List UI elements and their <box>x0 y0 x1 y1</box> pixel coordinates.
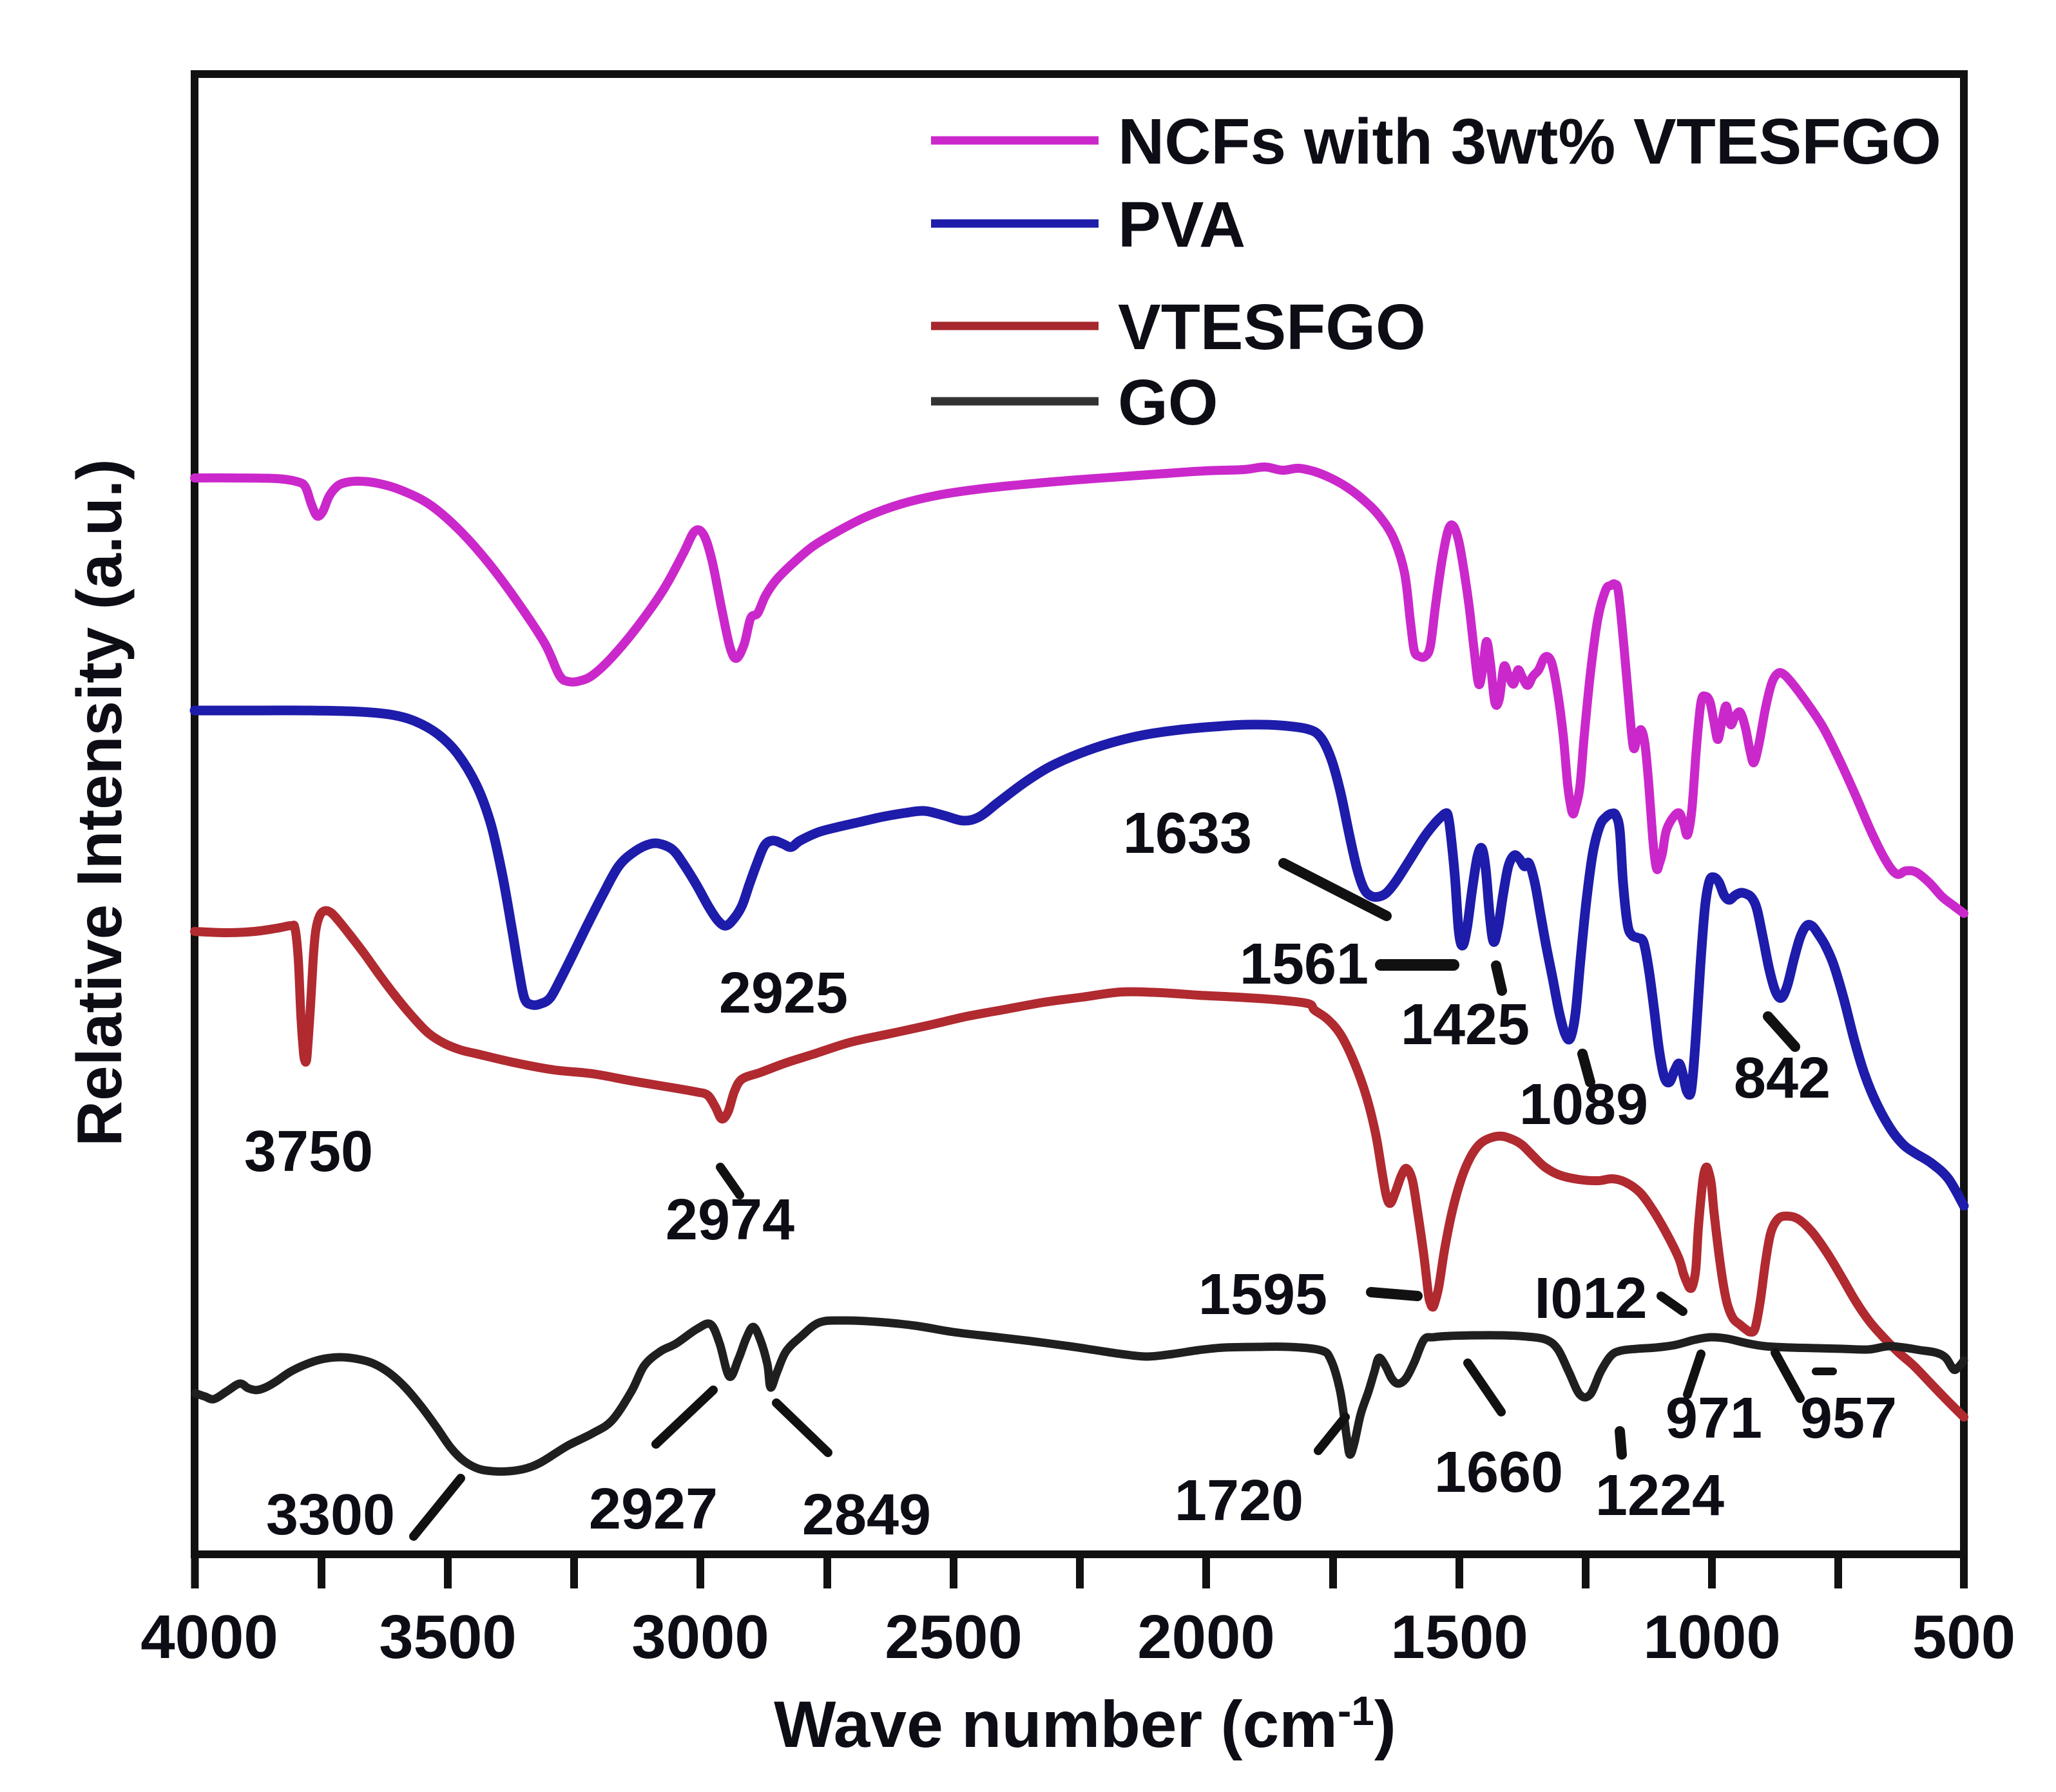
svg-text:1089: 1089 <box>1519 1072 1648 1137</box>
svg-text:1224: 1224 <box>1595 1463 1724 1528</box>
svg-text:971: 971 <box>1666 1386 1762 1451</box>
svg-text:2849: 2849 <box>802 1483 931 1547</box>
svg-text:Wave number (cm-1): Wave number (cm-1) <box>774 1688 1396 1761</box>
svg-text:VTESFGO: VTESFGO <box>1118 291 1426 363</box>
svg-text:2500: 2500 <box>885 1603 1023 1672</box>
svg-text:500: 500 <box>1912 1603 2015 1672</box>
svg-text:PVA: PVA <box>1118 189 1245 261</box>
svg-text:3300: 3300 <box>266 1483 395 1547</box>
svg-text:Relative Intensity (a.u.): Relative Intensity (a.u.) <box>64 459 135 1146</box>
svg-text:4000: 4000 <box>140 1603 278 1672</box>
svg-text:842: 842 <box>1734 1046 1830 1110</box>
svg-text:1720: 1720 <box>1175 1469 1303 1533</box>
svg-text:1633: 1633 <box>1123 801 1252 866</box>
svg-text:3000: 3000 <box>631 1603 769 1672</box>
svg-text:3500: 3500 <box>379 1603 517 1672</box>
svg-text:957: 957 <box>1800 1386 1897 1451</box>
svg-text:1500: 1500 <box>1390 1603 1528 1672</box>
svg-text:2974: 2974 <box>666 1188 794 1252</box>
svg-text:2925: 2925 <box>719 961 848 1025</box>
svg-text:2927: 2927 <box>589 1477 718 1541</box>
svg-text:3750: 3750 <box>244 1120 373 1184</box>
svg-text:1561: 1561 <box>1240 932 1369 996</box>
svg-text:1595: 1595 <box>1198 1263 1327 1327</box>
svg-text:I012: I012 <box>1534 1266 1647 1331</box>
svg-text:1425: 1425 <box>1401 993 1530 1057</box>
svg-text:1660: 1660 <box>1434 1440 1563 1505</box>
svg-text:1000: 1000 <box>1643 1603 1781 1672</box>
svg-text:2000: 2000 <box>1137 1603 1275 1672</box>
svg-text:NCFs with 3wt% VTESFGO: NCFs with 3wt% VTESFGO <box>1118 106 1941 178</box>
svg-text:GO: GO <box>1118 367 1218 439</box>
